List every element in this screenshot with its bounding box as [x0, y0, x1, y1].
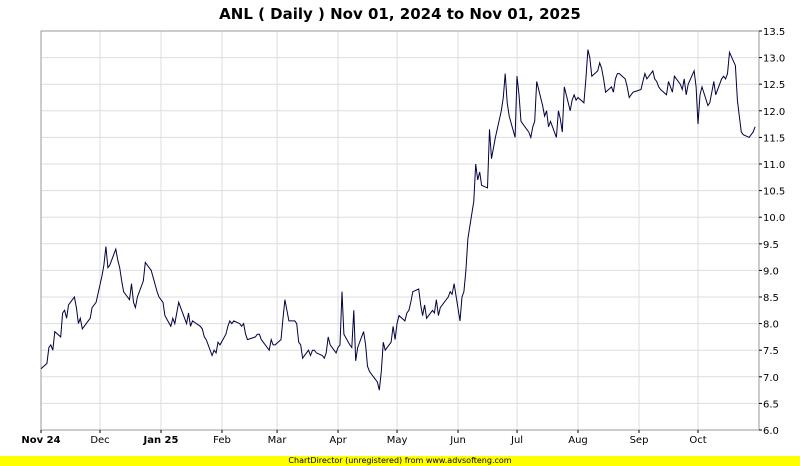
x-tick-label: Feb	[213, 435, 231, 446]
x-tick-label: Jan 25	[142, 435, 178, 446]
x-tick-label: Mar	[268, 435, 288, 446]
x-tick-label: Sep	[630, 435, 649, 446]
x-tick-label: Nov 24	[21, 435, 60, 446]
y-tick-label: 11.5	[763, 133, 785, 144]
y-tick-label: 7.0	[763, 373, 779, 384]
y-tick-label: 9.0	[763, 266, 779, 277]
x-tick-label: Jul	[510, 435, 523, 446]
y-tick-label: 9.5	[763, 240, 779, 251]
price-chart: ANL ( Daily ) Nov 01, 2024 to Nov 01, 20…	[21, 5, 785, 446]
x-tick-label: Apr	[329, 435, 347, 446]
y-tick-label: 7.5	[763, 346, 779, 357]
y-axis: 6.0 6.5 7.0 7.5 8.0 8.5 9.0 9.5 10.0 10.5 11.0 11.5…	[759, 27, 785, 437]
y-tick-label: 6.0	[763, 426, 779, 437]
y-tick-label: 6.5	[763, 399, 779, 410]
x-tick-label: Jun	[449, 435, 466, 446]
y-tick-label: 13.0	[763, 54, 785, 65]
grid-lines	[40, 30, 759, 431]
x-tick-label: May	[387, 435, 408, 446]
price-series-line	[40, 49, 756, 391]
y-tick-label: 10.5	[763, 187, 785, 198]
x-axis: Nov 24 Dec Jan 25 Feb Mar Apr May Jun Jul Aug Sep O…	[21, 430, 707, 446]
chart-title: ANL ( Daily ) Nov 01, 2024 to Nov 01, 20…	[219, 5, 581, 23]
y-tick-label: 12.0	[763, 107, 785, 118]
y-tick-label: 13.5	[763, 27, 785, 38]
y-tick-label: 11.0	[763, 160, 785, 171]
y-tick-label: 12.5	[763, 80, 785, 91]
y-tick-label: 8.5	[763, 293, 779, 304]
y-tick-label: 10.0	[763, 213, 785, 224]
x-tick-label: Oct	[689, 435, 706, 446]
plot-area	[40, 30, 760, 431]
x-tick-label: Aug	[568, 435, 588, 446]
x-tick-label: Dec	[90, 435, 109, 446]
y-tick-label: 8.0	[763, 320, 779, 331]
footer-watermark: ChartDirector (unregistered) from www.ad…	[0, 456, 800, 466]
